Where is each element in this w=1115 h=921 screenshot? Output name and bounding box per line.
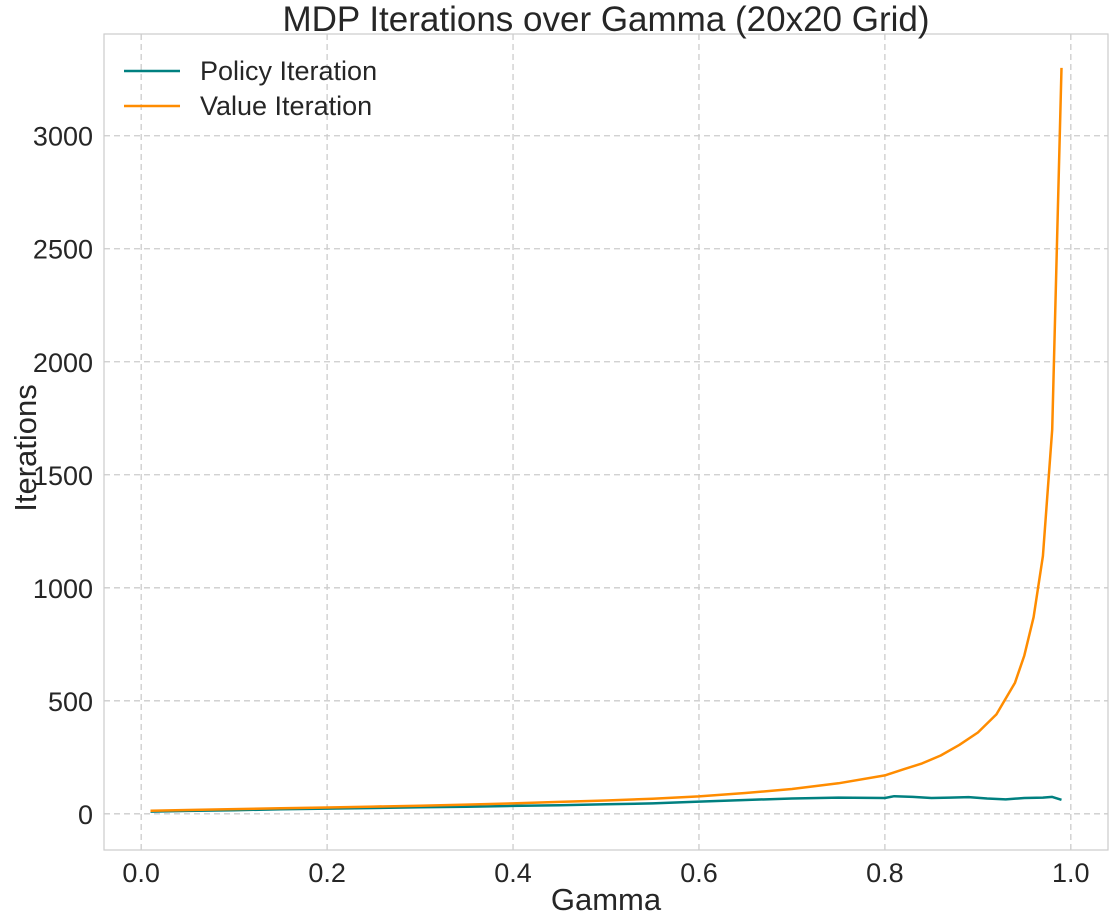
gridlines xyxy=(104,34,1108,850)
legend-label-policy-iteration: Policy Iteration xyxy=(200,56,377,86)
x-axis-label: Gamma xyxy=(551,882,662,917)
x-tick-label: 0.2 xyxy=(308,858,346,888)
y-tick-label: 500 xyxy=(48,687,93,717)
y-tick-label: 3000 xyxy=(33,122,93,152)
series-lines xyxy=(150,67,1063,813)
series-line-value-iteration xyxy=(150,67,1063,812)
legend: Policy Iteration Value Iteration xyxy=(124,56,377,121)
legend-label-value-iteration: Value Iteration xyxy=(200,91,372,121)
y-tick-label: 1500 xyxy=(33,461,93,491)
y-tick-label: 0 xyxy=(78,800,93,830)
y-axis-label: Iterations xyxy=(8,384,43,512)
x-tick-label: 1.0 xyxy=(1052,858,1090,888)
x-tick-labels: 0.0 0.2 0.4 0.6 0.8 1.0 xyxy=(122,858,1089,888)
x-tick-label: 0.4 xyxy=(494,858,532,888)
y-tick-label: 2500 xyxy=(33,235,93,265)
y-tick-label: 2000 xyxy=(33,348,93,378)
x-tick-label: 0.8 xyxy=(866,858,904,888)
x-tick-label: 0.0 xyxy=(122,858,160,888)
chart-title: MDP Iterations over Gamma (20x20 Grid) xyxy=(282,0,929,39)
y-tick-labels: 0 500 1000 1500 2000 2500 3000 xyxy=(33,122,93,830)
plot-frame xyxy=(103,33,1109,851)
x-tick-label: 0.6 xyxy=(680,858,718,888)
y-tick-label: 1000 xyxy=(33,574,93,604)
